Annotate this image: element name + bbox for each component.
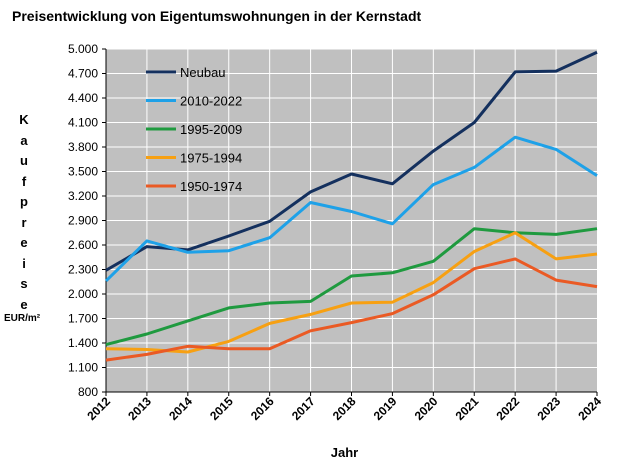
y-axis-label-letter: r <box>21 214 27 230</box>
y-tick-label: 4.100 <box>68 116 98 130</box>
y-tick-label: 2.000 <box>68 287 98 301</box>
y-axis-label-letter: e <box>20 296 28 312</box>
y-axis-label-letter: a <box>20 132 28 148</box>
y-axis-label-letter: e <box>20 235 28 250</box>
y-tick-label: 800 <box>78 385 98 399</box>
y-tick-label: 3.800 <box>68 140 98 154</box>
series-line-1975-1994 <box>105 231 598 354</box>
y-axis-label-letter: u <box>20 153 28 168</box>
series-line-1950-1974 <box>105 257 598 362</box>
x-tick-label: 2022 <box>494 394 523 423</box>
y-axis-unit: EUR/m² <box>4 313 41 324</box>
series-line-Neubau <box>105 50 598 272</box>
x-tick-labels: 2012 2013 2014 2015 2016 2017 2018 2019 2020 2021… <box>84 394 604 423</box>
legend-label: 1950-1974 <box>180 179 242 194</box>
y-tick-label: 5.000 <box>68 42 98 56</box>
y-axis-label-letter: i <box>22 255 26 271</box>
x-tick-label: 2023 <box>534 394 563 423</box>
legend-label: 2010-2022 <box>180 94 242 109</box>
x-tick-label: 2024 <box>575 394 604 423</box>
legend-label: 1975-1994 <box>180 151 242 166</box>
y-axis-label-letter: f <box>21 173 27 189</box>
x-tick-label: 2021 <box>453 394 482 423</box>
y-tick-label: 2.600 <box>68 238 98 252</box>
y-tick-label: 1.400 <box>68 336 98 350</box>
y-axis-label-letter: s <box>20 276 28 291</box>
y-tick-labels: 800 1.100 1.400 1.700 2.000 2.300 2.600 2.900 3.… <box>68 42 98 399</box>
x-tick-label: 2020 <box>412 394 441 423</box>
x-tick-label: 2017 <box>289 394 318 423</box>
axes <box>105 49 597 393</box>
y-tick-label: 2.300 <box>68 263 98 277</box>
series-lines <box>104 50 598 362</box>
chart-title: Preisentwicklung von Eigentumswohnungen … <box>12 8 422 24</box>
x-tick-label: 2013 <box>125 394 154 423</box>
legend-label: Neubau <box>180 65 226 80</box>
x-tick-label: 2015 <box>207 394 236 423</box>
x-tick-label: 2014 <box>166 394 195 423</box>
x-tick-label: 2018 <box>330 394 359 423</box>
x-tick-label: 2016 <box>248 394 277 423</box>
legend: Neubau 2010-2022 1995-2009 1975-1994 1950-19… <box>146 65 242 194</box>
y-tick-label: 1.100 <box>68 361 98 375</box>
y-tick-label: 3.200 <box>68 189 98 203</box>
y-tick-label: 4.700 <box>68 67 98 81</box>
y-tick-label: 1.700 <box>68 312 98 326</box>
y-tick-label: 4.400 <box>68 91 98 105</box>
y-axis-label-letter: K <box>19 112 29 127</box>
legend-label: 1995-2009 <box>180 122 242 137</box>
y-tick-label: 2.900 <box>68 214 98 228</box>
x-axis-label: Jahr <box>330 445 359 460</box>
series-line-2010-2022 <box>104 135 598 282</box>
y-tick-label: 3.500 <box>68 165 98 179</box>
x-tick-label: 2019 <box>371 394 400 423</box>
y-axis-label-letter: p <box>20 194 28 209</box>
